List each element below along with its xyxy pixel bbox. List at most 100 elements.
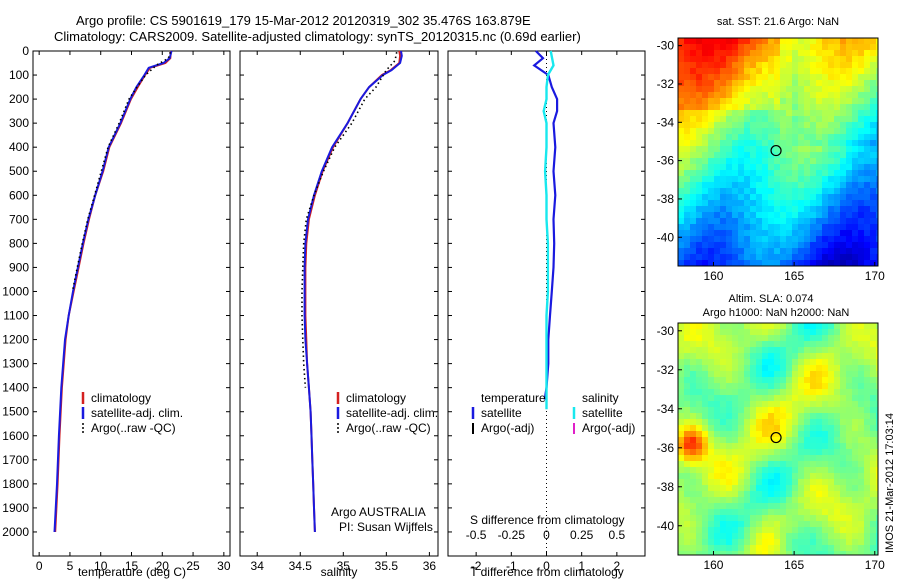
- sla-cell: [684, 323, 691, 330]
- sst-cell: [780, 164, 787, 171]
- sla-cell: [786, 395, 793, 402]
- sla-cell: [792, 443, 799, 450]
- sla-cell: [810, 347, 817, 354]
- sst-cell: [870, 86, 877, 93]
- sla-cell: [780, 359, 787, 366]
- sst-cell: [726, 254, 733, 261]
- sla-cell: [804, 491, 811, 498]
- sla-cell: [678, 377, 685, 384]
- sst-cell: [792, 92, 799, 99]
- sst-cell: [684, 92, 691, 99]
- sla-cell: [792, 497, 799, 504]
- sla-cell: [744, 347, 751, 354]
- sla-cell: [678, 515, 685, 522]
- sla-cell: [858, 395, 865, 402]
- sla-cell: [714, 515, 721, 522]
- sst-cell: [726, 206, 733, 213]
- sst-cell: [696, 134, 703, 141]
- sst-cell: [828, 50, 835, 57]
- sst-cell: [744, 140, 751, 147]
- sla-cell: [738, 347, 745, 354]
- sla-cell: [708, 491, 715, 498]
- map-y-tick-label: -32: [657, 363, 675, 377]
- sst-cell: [804, 158, 811, 165]
- sst-cell: [708, 152, 715, 159]
- sla-cell: [846, 401, 853, 408]
- sla-cell: [708, 425, 715, 432]
- sst-cell: [792, 224, 799, 231]
- sla-cell: [690, 545, 697, 552]
- sst-cell: [780, 44, 787, 51]
- sla-cell: [726, 419, 733, 426]
- sla-cell: [834, 431, 841, 438]
- sst-cell: [756, 224, 763, 231]
- sst-cell: [768, 62, 775, 69]
- sst-cell: [870, 56, 877, 63]
- sla-cell: [846, 419, 853, 426]
- sla-cell: [690, 521, 697, 528]
- sla-cell: [708, 431, 715, 438]
- sla-cell: [786, 425, 793, 432]
- sst-cell: [792, 170, 799, 177]
- sla-cell: [744, 395, 751, 402]
- sst-cell: [702, 182, 709, 189]
- sst-cell: [702, 116, 709, 123]
- sla-cell: [726, 449, 733, 456]
- sst-cell: [852, 152, 859, 159]
- sla-cell: [774, 437, 781, 444]
- sst-cell: [876, 206, 878, 213]
- sla-cell: [768, 371, 775, 378]
- sst-cell: [786, 128, 793, 135]
- sst-cell: [822, 158, 829, 165]
- sla-cell: [822, 479, 829, 486]
- sla-cell: [714, 431, 721, 438]
- sst-cell: [852, 68, 859, 75]
- sst-cell: [834, 200, 841, 207]
- sst-cell: [708, 212, 715, 219]
- sla-cell: [756, 407, 763, 414]
- sst-cell: [690, 146, 697, 153]
- sst-cell: [738, 242, 745, 249]
- sla-cell: [834, 359, 841, 366]
- sst-cell: [852, 224, 859, 231]
- sst-cell: [714, 104, 721, 111]
- sst-cell: [822, 224, 829, 231]
- sla-cell: [858, 401, 865, 408]
- sla-cell: [726, 521, 733, 528]
- sst-cell: [762, 44, 769, 51]
- sst-cell: [738, 104, 745, 111]
- sla-cell: [804, 407, 811, 414]
- sst-cell: [684, 86, 691, 93]
- sst-cell: [852, 158, 859, 165]
- sst-cell: [726, 176, 733, 183]
- sst-cell: [720, 230, 727, 237]
- sla-cell: [864, 437, 871, 444]
- sst-cell: [732, 266, 739, 273]
- sst-cell: [678, 152, 685, 159]
- sla-cell: [768, 431, 775, 438]
- sla-cell: [846, 545, 853, 552]
- sla-cell: [798, 437, 805, 444]
- sla-cell: [732, 545, 739, 552]
- sst-cell: [834, 248, 841, 255]
- sst-cell: [870, 200, 877, 207]
- sla-cell: [876, 479, 878, 486]
- sst-cell: [804, 236, 811, 243]
- sst-cell: [816, 110, 823, 117]
- sst-cell: [756, 248, 763, 255]
- sst-cell: [834, 194, 841, 201]
- sla-cell: [774, 485, 781, 492]
- sla-cell: [744, 341, 751, 348]
- sla-cell: [762, 371, 769, 378]
- sst-cell: [720, 224, 727, 231]
- sst-cell: [834, 128, 841, 135]
- sla-cell: [870, 431, 877, 438]
- sla-cell: [696, 371, 703, 378]
- sst-cell: [858, 230, 865, 237]
- sla-cell: [786, 389, 793, 396]
- sla-cell: [792, 455, 799, 462]
- sla-cell: [678, 467, 685, 474]
- sst-cell: [804, 164, 811, 171]
- sst-cell: [696, 248, 703, 255]
- sla-cell: [840, 449, 847, 456]
